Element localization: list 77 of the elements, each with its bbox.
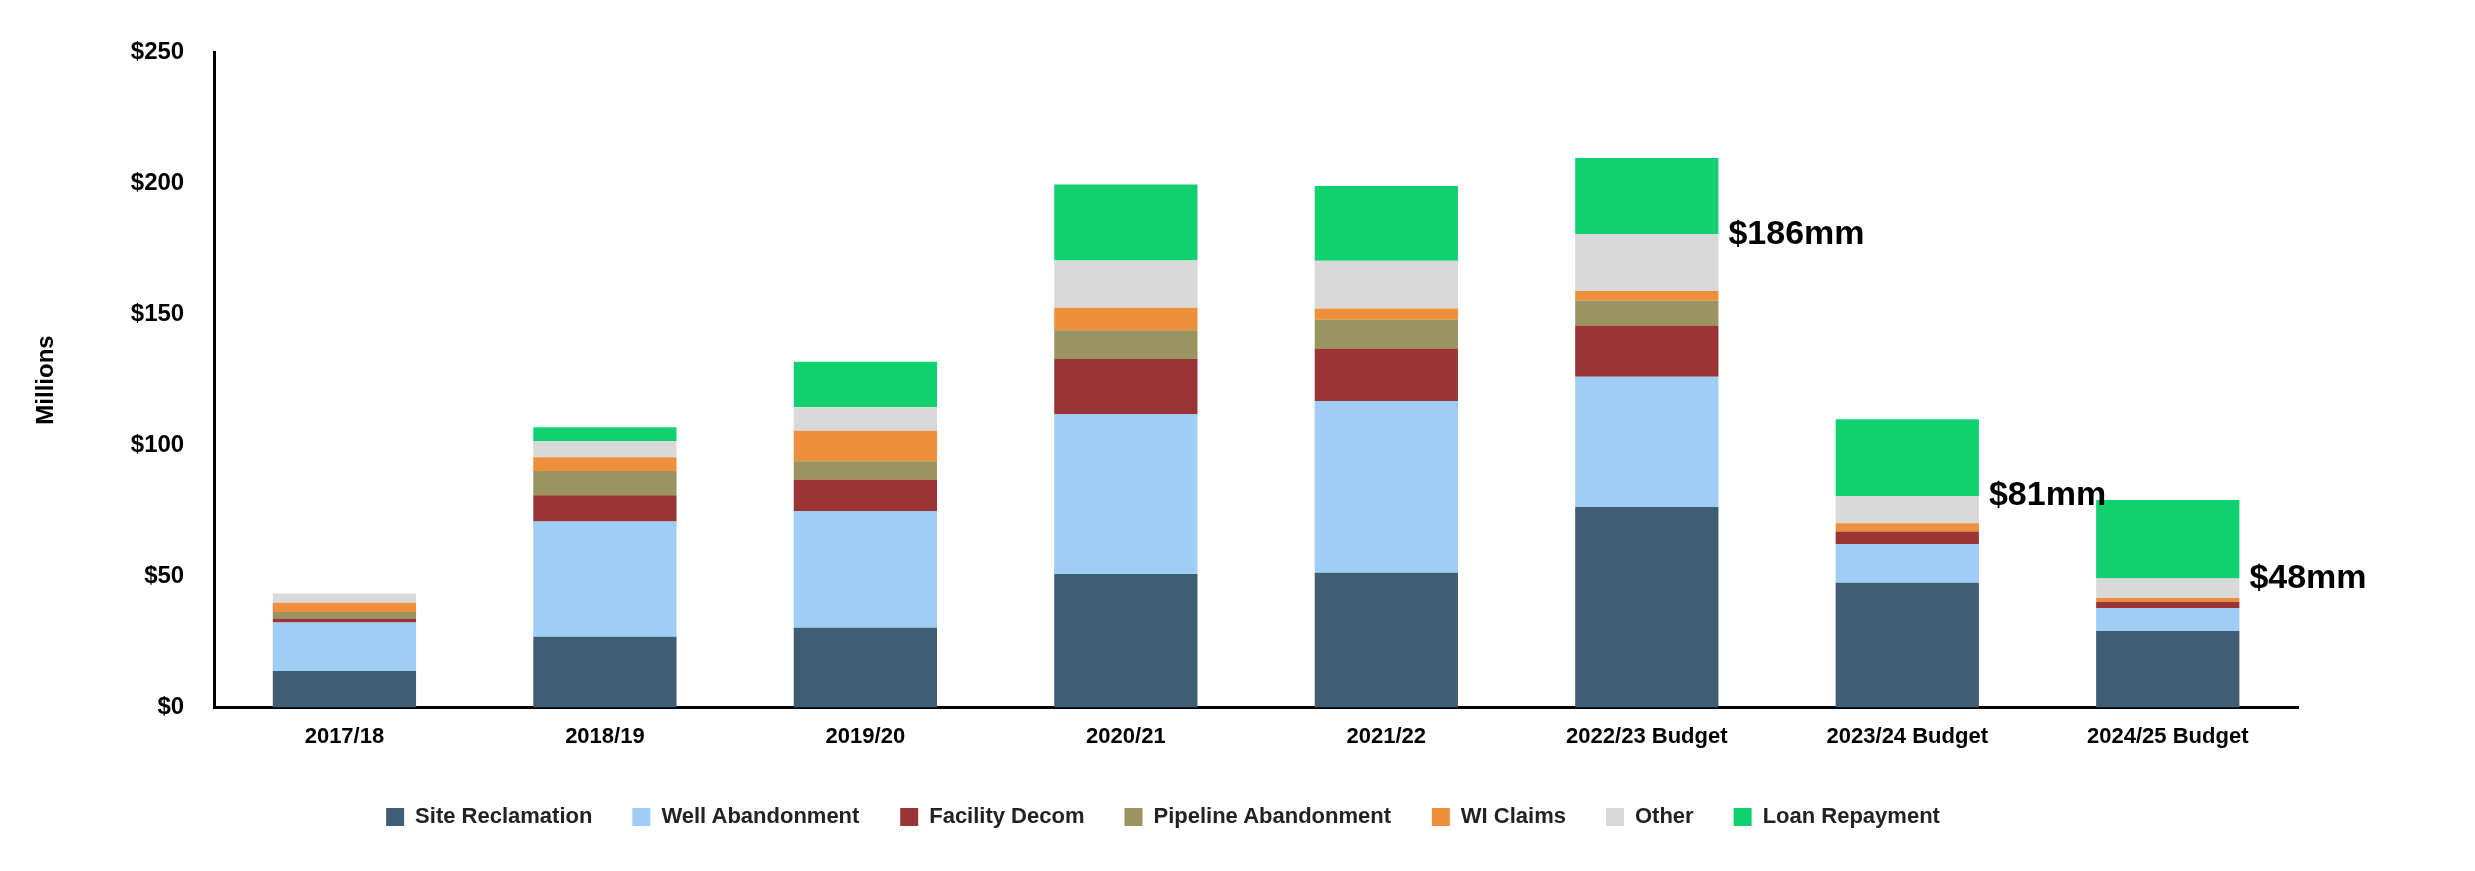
bar [1054,184,1198,261]
y-tick-label: $200 [130,168,185,196]
bar [272,622,417,671]
bar [793,361,938,408]
legend-label: WI Claims [1460,803,1566,829]
y-tick-label: $250 [130,37,185,65]
legend-label: Pipeline Abandonment [1153,803,1392,829]
bar [1575,300,1719,326]
bar [272,593,417,603]
bar [1575,158,1719,235]
bar [1054,307,1198,331]
y-tick-label: $150 [130,299,185,327]
bar [2096,608,2240,632]
x-tick-label: 2021/22 [1346,722,1427,748]
bar [1835,582,1979,708]
bar [272,618,417,623]
legend-label: Other [1634,803,1695,829]
bar [1575,290,1719,301]
bar [1314,260,1458,309]
bar [793,430,938,462]
bar [1314,348,1458,401]
bar [1575,325,1719,377]
bar [1314,319,1458,349]
bar [272,670,417,708]
bar [793,511,938,628]
legend-label: Site Reclamation [415,803,593,829]
legend-label: Well Abandonment [661,803,861,829]
x-tick-label: 2017/18 [304,722,385,748]
bar [1575,376,1719,508]
legend-label: Loan Repayment [1762,803,1941,829]
annotation: $186mm [1728,212,1865,251]
x-tick-label: 2019/20 [825,722,906,748]
y-tick-label: $50 [144,561,185,589]
bar [533,457,677,471]
y-tick-label: $0 [157,692,185,720]
x-tick-label: 2020/21 [1086,722,1166,748]
bar [2096,578,2240,599]
bar [1835,496,1979,524]
bar [1314,572,1458,708]
bar [1575,507,1719,708]
bar [533,521,677,637]
bar [1314,308,1458,320]
bar [1835,419,1979,497]
x-tick-label: 2018/19 [565,722,645,748]
x-tick-label: 2022/23 Budget [1566,722,1729,748]
bar [2096,598,2240,602]
bar [2096,631,2240,708]
bar [1054,359,1198,415]
bar [1054,260,1198,308]
y-tick-label: $100 [130,430,185,458]
bar [272,611,417,619]
bar [1835,531,1979,545]
y-axis-title: Millions [31,335,59,425]
bar [1835,544,1979,583]
bar [1054,330,1198,360]
bar [533,495,677,522]
bar [272,602,417,612]
bar [533,636,677,708]
bar [1835,523,1979,532]
annotation: $81mm [1988,474,2107,513]
bar [793,627,938,708]
bar [1054,573,1198,708]
bar [2096,601,2240,609]
legend-label: Facility Decom [929,803,1085,829]
bar [793,479,938,512]
bar [533,427,677,442]
bar [1054,414,1198,574]
bar [1314,400,1458,573]
bar [793,461,938,480]
bar [1314,186,1458,261]
bar [1575,234,1719,291]
bar [793,407,938,431]
bar [533,470,677,496]
x-tick-label: 2024/25 Budget [2087,722,2250,748]
annotation: $48mm [2249,556,2367,595]
bar [533,441,677,458]
x-tick-label: 2023/24 Budget [1826,722,1989,748]
